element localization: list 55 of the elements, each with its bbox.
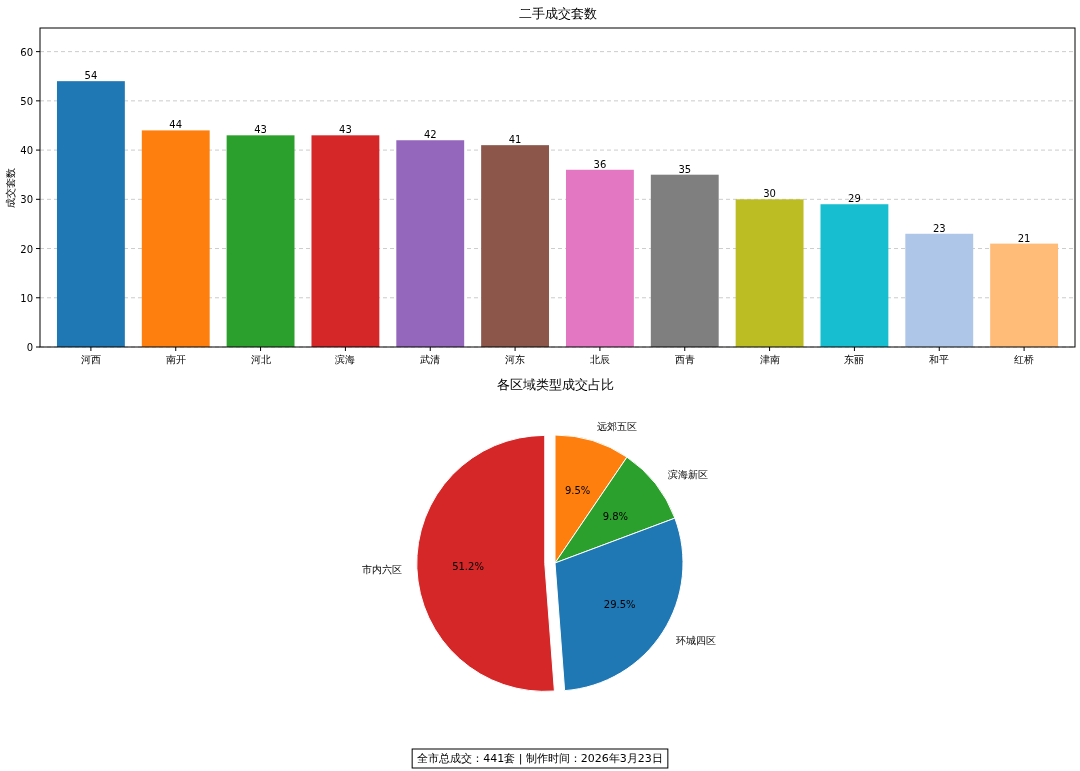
data-label: 43 xyxy=(339,124,352,136)
y-tick-label: 0 xyxy=(26,342,33,353)
bar xyxy=(820,204,889,347)
y-tick-label: 20 xyxy=(20,243,33,255)
data-label: 43 xyxy=(254,124,267,136)
data-label: 9.5% xyxy=(564,484,591,496)
slice-label: 远郊五区 xyxy=(597,420,638,432)
data-label: 30 xyxy=(763,188,776,200)
bar xyxy=(481,145,550,347)
bar xyxy=(990,243,1059,347)
y-axis-title: 成交套数 xyxy=(5,167,16,208)
data-label: 54 xyxy=(84,70,98,82)
data-label: 36 xyxy=(593,158,607,170)
data-label: 35 xyxy=(678,163,692,175)
data-label: 41 xyxy=(508,134,522,146)
chart-title: 二手成交套数 xyxy=(518,6,597,21)
x-tick-label: 滨海 xyxy=(335,354,356,365)
data-label: 21 xyxy=(1017,232,1031,244)
x-tick-label: 和平 xyxy=(929,354,950,365)
data-label: 29.5% xyxy=(603,599,636,611)
bar xyxy=(735,199,804,347)
slice-label: 环城四区 xyxy=(675,635,716,647)
bar xyxy=(226,135,295,347)
x-tick-label: 河北 xyxy=(250,354,271,365)
y-tick-label: 10 xyxy=(20,292,33,304)
x-tick-label: 河西 xyxy=(80,354,101,365)
chart-title: 各区域类型成交占比 xyxy=(496,377,614,392)
data-label: 9.8% xyxy=(602,510,629,522)
slice-label: 滨海新区 xyxy=(667,469,708,481)
x-tick-label: 红桥 xyxy=(1014,354,1035,365)
text: 全市总成交：441套 | 制作时间：2026年3月23日 xyxy=(417,752,663,765)
bar xyxy=(650,174,719,347)
x-tick-label: 西青 xyxy=(674,354,695,365)
y-tick-label: 50 xyxy=(20,95,33,107)
data-label: 29 xyxy=(848,193,861,205)
bar xyxy=(311,135,380,347)
y-tick-label: 30 xyxy=(20,194,33,206)
bar xyxy=(396,140,465,347)
x-tick-label: 南开 xyxy=(165,354,186,365)
data-label: 51.2% xyxy=(452,561,484,573)
data-label: 42 xyxy=(423,129,437,141)
x-tick-label: 津南 xyxy=(759,354,780,365)
x-tick-label: 东丽 xyxy=(844,354,865,365)
bar xyxy=(56,81,125,347)
y-tick-label: 60 xyxy=(20,46,33,58)
x-tick-label: 武清 xyxy=(420,354,441,365)
slice-label: 市内六区 xyxy=(361,563,402,575)
bar xyxy=(141,130,210,347)
x-tick-label: 北辰 xyxy=(589,354,610,365)
x-tick-label: 河东 xyxy=(505,354,526,365)
data-label: 23 xyxy=(932,222,946,234)
y-tick-label: 40 xyxy=(20,145,33,157)
bar xyxy=(565,169,634,347)
bar xyxy=(905,233,974,347)
data-label: 44 xyxy=(169,119,183,131)
